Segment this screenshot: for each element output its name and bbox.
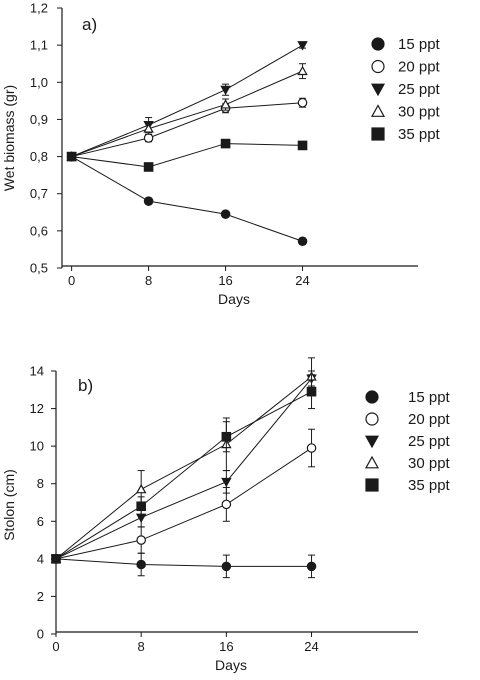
- legend-marker: [365, 390, 379, 404]
- y-tick-label: 2: [37, 589, 44, 604]
- legend-label: 20 ppt: [408, 411, 451, 428]
- y-tick-label: 8: [37, 476, 44, 491]
- legend-label: 15 ppt: [398, 36, 441, 53]
- x-tick-label: 0: [68, 273, 75, 288]
- x-tick-label: 24: [304, 639, 318, 654]
- data-point: [297, 65, 308, 76]
- legend-label: 20 ppt: [398, 59, 441, 76]
- legend-marker: [364, 455, 380, 469]
- series-line: [71, 70, 303, 158]
- data-point: [143, 133, 154, 143]
- data-point: [136, 535, 146, 545]
- x-tick-label: 24: [295, 273, 309, 288]
- series-line: [71, 143, 303, 168]
- data-point: [221, 431, 232, 442]
- series-line: [55, 447, 312, 560]
- y-tick-label: 0: [37, 627, 44, 642]
- y-tick-label: 4: [37, 551, 44, 566]
- data-point: [66, 151, 77, 162]
- series-line: [55, 378, 312, 560]
- series-25-ppt: [66, 41, 308, 163]
- legend-marker: [371, 127, 385, 141]
- y-axis-label: Wet biomass (gr): [1, 85, 17, 191]
- y-axis-label: Stolon (cm): [1, 469, 17, 541]
- series-line: [55, 376, 312, 560]
- data-point: [297, 97, 308, 108]
- data-point: [143, 196, 154, 206]
- legend-label: 30 ppt: [398, 104, 441, 121]
- x-axis-label: Days: [215, 657, 247, 673]
- legend-label: 15 ppt: [408, 389, 451, 406]
- y-tick-label: 1,1: [30, 38, 48, 53]
- data-point: [220, 209, 231, 219]
- series-15-ppt: [51, 552, 317, 579]
- x-tick-label: 8: [145, 273, 152, 288]
- data-point: [135, 483, 147, 494]
- y-tick-label: 0,6: [30, 223, 48, 238]
- series-line: [71, 102, 303, 158]
- legend-label: 25 ppt: [398, 81, 441, 98]
- x-tick-label: 0: [52, 639, 59, 654]
- x-tick-label: 16: [219, 639, 233, 654]
- data-point: [297, 140, 308, 151]
- legend-marker: [364, 435, 380, 449]
- series-30-ppt: [66, 63, 308, 161]
- legend-label: 25 ppt: [408, 433, 451, 450]
- series-20-ppt: [51, 428, 317, 564]
- x-tick-label: 16: [218, 273, 232, 288]
- data-point: [221, 561, 232, 572]
- series-15-ppt: [66, 151, 308, 247]
- data-point: [143, 162, 154, 172]
- y-tick-label: 14: [30, 364, 44, 379]
- legend-marker: [370, 83, 386, 97]
- legend-label: 35 ppt: [408, 477, 451, 494]
- series-line: [55, 391, 312, 560]
- legend-label: 30 ppt: [408, 455, 451, 472]
- legend: 15 ppt 20 ppt 25 ppt 30 ppt 35 ppt: [370, 36, 441, 143]
- y-tick-label: 0,9: [30, 112, 48, 127]
- data-point: [136, 559, 146, 570]
- y-tick-label: 6: [37, 514, 44, 529]
- data-point: [297, 41, 308, 51]
- x-axis-label: Days: [218, 291, 250, 307]
- data-point: [143, 123, 154, 133]
- y-tick-label: 0,7: [30, 186, 48, 201]
- legend-marker: [371, 37, 385, 51]
- legend-marker: [365, 478, 379, 492]
- data-point: [221, 499, 232, 510]
- panel-label: b): [78, 376, 93, 395]
- data-point: [51, 554, 61, 564]
- data-point: [220, 85, 231, 96]
- series-line: [71, 156, 303, 242]
- legend-marker: [371, 59, 385, 74]
- data-point: [136, 501, 146, 512]
- data-point: [220, 99, 231, 109]
- y-tick-label: 0,5: [30, 261, 48, 276]
- data-point: [306, 386, 317, 397]
- data-point: [306, 561, 317, 572]
- data-point: [220, 138, 231, 149]
- series-35-ppt: [66, 138, 308, 172]
- data-point: [306, 443, 317, 453]
- data-point: [221, 477, 232, 488]
- data-point: [297, 236, 308, 247]
- legend-label: 35 ppt: [398, 126, 441, 143]
- x-tick-label: 8: [138, 639, 145, 654]
- panel-label: a): [82, 15, 97, 34]
- legend: 15 ppt 20 ppt 25 ppt 30 ppt 35 ppt: [364, 389, 451, 494]
- chart-panel-a: 0,5 0,6 0,7 0,8 0,9 1,0 1,1 1,2 0 8 16 24 Days Wet bi…: [1, 1, 441, 308]
- y-tick-label: 1,2: [30, 1, 48, 16]
- series-line: [55, 558, 312, 567]
- y-tick-label: 12: [30, 401, 44, 416]
- legend-marker: [370, 104, 386, 117]
- series-35-ppt: [51, 374, 317, 564]
- y-tick-label: 0,8: [30, 149, 48, 164]
- legend-marker: [365, 412, 379, 426]
- y-tick-label: 10: [30, 439, 44, 454]
- series-line: [71, 44, 303, 158]
- y-tick-label: 1,0: [30, 75, 48, 90]
